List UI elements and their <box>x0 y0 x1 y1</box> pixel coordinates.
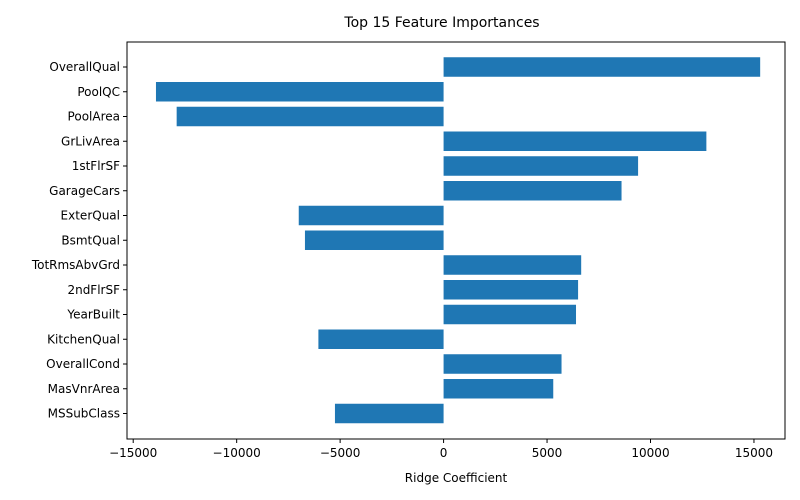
y-tick-label: YearBuilt <box>66 308 120 322</box>
y-tick-label: PoolArea <box>68 110 120 124</box>
y-tick-label: MasVnrArea <box>48 382 120 396</box>
bar-KitchenQual <box>318 329 444 349</box>
bar-MasVnrArea <box>443 379 554 399</box>
bar-OverallQual <box>443 57 761 77</box>
bar-1stFlrSF <box>443 156 639 176</box>
plot-frame <box>126 41 786 440</box>
bar-TotRmsAbvGrd <box>443 255 582 275</box>
y-axis: OverallQual PoolQC PoolArea GrLivArea 1stFlr… <box>31 60 127 421</box>
bar-PoolQC <box>155 82 444 102</box>
bar-BsmtQual <box>304 230 444 250</box>
x-tick-label: 15000 <box>735 446 773 460</box>
y-tick-label: 1stFlrSF <box>72 159 120 173</box>
bar-OverallCond <box>443 354 562 374</box>
x-axis: −15000 −10000 −5000 0 5000 10000 15000 <box>109 439 773 460</box>
chart-title: Top 15 Feature Importances <box>343 15 539 31</box>
y-tick-label: GarageCars <box>49 184 120 198</box>
bar-ExterQual <box>298 205 444 226</box>
y-tick-label: MSSubClass <box>48 407 120 421</box>
y-tick-label: PoolQC <box>77 85 120 99</box>
x-tick-label: 0 <box>440 446 448 460</box>
x-tick-label: −10000 <box>213 446 261 460</box>
bar-MSSubClass <box>334 403 444 424</box>
bar-PoolArea <box>176 106 444 127</box>
x-tick-label: 10000 <box>631 446 669 460</box>
bar-YearBuilt <box>443 304 577 325</box>
y-tick-label: TotRmsAbvGrd <box>31 258 120 272</box>
bars-layer <box>155 57 761 424</box>
y-tick-label: OverallQual <box>49 60 120 74</box>
x-axis-label: Ridge Coefficient <box>405 471 508 485</box>
y-tick-label: ExterQual <box>61 209 120 223</box>
bar-GarageCars <box>443 181 622 201</box>
y-tick-label: KitchenQual <box>47 332 120 346</box>
x-tick-label: 5000 <box>532 446 563 460</box>
y-tick-label: GrLivArea <box>61 134 120 148</box>
x-tick-label: −5000 <box>320 446 361 460</box>
y-tick-label: BsmtQual <box>61 233 120 247</box>
bar-2ndFlrSF <box>443 280 579 300</box>
y-tick-label: OverallCond <box>46 357 120 371</box>
y-tick-label: 2ndFlrSF <box>67 283 120 297</box>
x-tick-label: −15000 <box>109 446 157 460</box>
bar-GrLivArea <box>443 131 707 151</box>
